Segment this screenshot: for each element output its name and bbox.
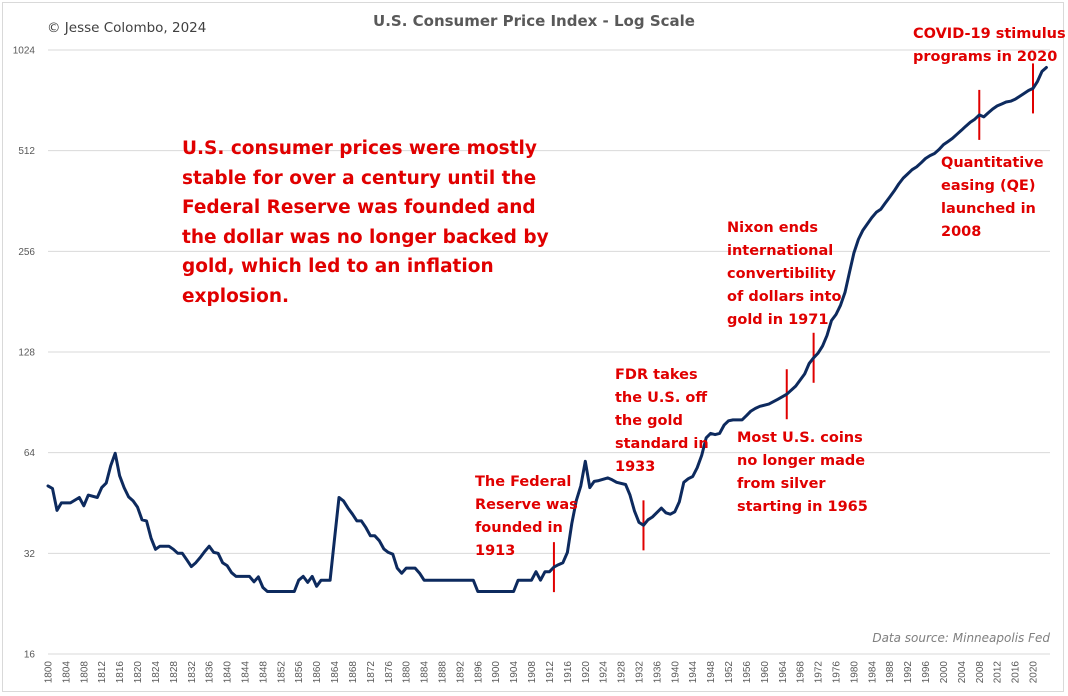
x-tick-label: 2012 <box>993 661 1004 684</box>
x-tick-label: 1964 <box>778 661 789 684</box>
x-tick-label: 1884 <box>420 661 431 684</box>
x-tick-label: 1928 <box>617 661 628 684</box>
x-tick-label: 1940 <box>670 661 681 684</box>
x-tick-label: 1980 <box>849 661 860 684</box>
x-tick-label: 1976 <box>832 661 843 684</box>
x-tick-label: 1844 <box>241 661 252 684</box>
x-tick-label: 1852 <box>276 661 287 684</box>
data-source-note: Data source: Minneapolis Fed <box>872 631 1050 645</box>
annotation-main: U.S. consumer prices were mostly stable … <box>182 138 549 307</box>
copyright-text: © Jesse Colombo, 2024 <box>47 20 207 36</box>
x-tick-label: 1868 <box>348 661 359 684</box>
x-tick-label: 1952 <box>724 661 735 684</box>
x-tick-label: 1864 <box>330 661 341 684</box>
x-tick-label: 1888 <box>438 661 449 684</box>
x-tick-label: 1840 <box>223 661 234 684</box>
x-tick-label: 1824 <box>151 661 162 684</box>
x-tick-label: 1900 <box>491 661 502 684</box>
x-tick-label: 1956 <box>742 661 753 684</box>
y-tick-label: 256 <box>18 247 35 258</box>
x-tick-label: 2000 <box>939 661 950 684</box>
x-tick-label: 1872 <box>366 661 377 684</box>
annotation-nixon-1971: Nixon ends international convertibility … <box>727 220 842 328</box>
x-tick-label: 1800 <box>44 661 55 684</box>
x-tick-label: 1804 <box>61 661 72 684</box>
y-tick-label: 128 <box>18 348 35 359</box>
x-axis-ticks: 1800 1804 1808 1812 1816 1820 1824 1828 1832 1836… <box>44 661 1040 684</box>
annotation-federal-reserve-1913: The Federal Reserve was founded in 1913 <box>475 474 578 559</box>
x-tick-label: 1948 <box>706 661 717 684</box>
x-tick-label: 1968 <box>796 661 807 684</box>
x-tick-label: 1992 <box>903 661 914 684</box>
x-tick-label: 1832 <box>187 661 198 684</box>
x-tick-label: 1908 <box>527 661 538 684</box>
x-tick-label: 2016 <box>1011 661 1022 684</box>
x-tick-label: 1936 <box>652 661 663 684</box>
y-tick-label: 1024 <box>13 46 36 57</box>
cpi-series-line <box>46 66 1048 593</box>
x-tick-label: 1808 <box>79 661 90 684</box>
x-tick-label: 1896 <box>473 661 484 684</box>
x-tick-label: 1828 <box>169 661 180 684</box>
y-tick-label: 32 <box>24 549 36 560</box>
x-tick-label: 1812 <box>97 661 108 684</box>
x-tick-label: 1972 <box>814 661 825 684</box>
x-tick-label: 1916 <box>563 661 574 684</box>
y-tick-label: 64 <box>24 448 36 459</box>
annotation-covid-2020: COVID-19 stimulus programs in 2020 <box>913 26 1066 65</box>
x-tick-label: 1912 <box>545 661 556 684</box>
y-tick-label: 16 <box>24 650 36 661</box>
chart-title: U.S. Consumer Price Index - Log Scale <box>373 12 695 30</box>
gridlines <box>48 49 1050 655</box>
x-tick-label: 1904 <box>509 661 520 684</box>
y-tick-label: 512 <box>18 146 35 157</box>
x-tick-label: 1848 <box>258 661 269 684</box>
x-tick-label: 1996 <box>921 661 932 684</box>
annotation-silver-coins-1965: Most U.S. coins no longer made from silv… <box>737 430 868 515</box>
x-tick-label: 1880 <box>402 661 413 684</box>
x-tick-label: 2020 <box>1029 661 1040 684</box>
x-tick-label: 1944 <box>688 661 699 684</box>
x-tick-label: 1984 <box>867 661 878 684</box>
annotation-qe-2008: Quantitative easing (QE) launched in 200… <box>941 155 1044 240</box>
x-tick-label: 1932 <box>635 661 646 684</box>
x-tick-label: 1860 <box>312 661 323 684</box>
x-tick-label: 1920 <box>581 661 592 684</box>
x-tick-label: 1856 <box>294 661 305 684</box>
x-tick-label: 2008 <box>975 661 986 684</box>
x-tick-label: 1924 <box>599 661 610 684</box>
x-tick-label: 1988 <box>885 661 896 684</box>
y-axis-ticks: 16 32 64 128 256 512 1024 <box>13 46 36 661</box>
x-tick-label: 1960 <box>760 661 771 684</box>
x-tick-label: 1820 <box>133 661 144 684</box>
x-tick-label: 1892 <box>455 661 466 684</box>
x-tick-label: 1836 <box>205 661 216 684</box>
x-tick-label: 1816 <box>115 661 126 684</box>
x-tick-label: 1876 <box>384 661 395 684</box>
x-tick-label: 2004 <box>957 661 968 684</box>
annotation-fdr-gold-1933: FDR takes the U.S. off the gold standard… <box>615 367 709 475</box>
